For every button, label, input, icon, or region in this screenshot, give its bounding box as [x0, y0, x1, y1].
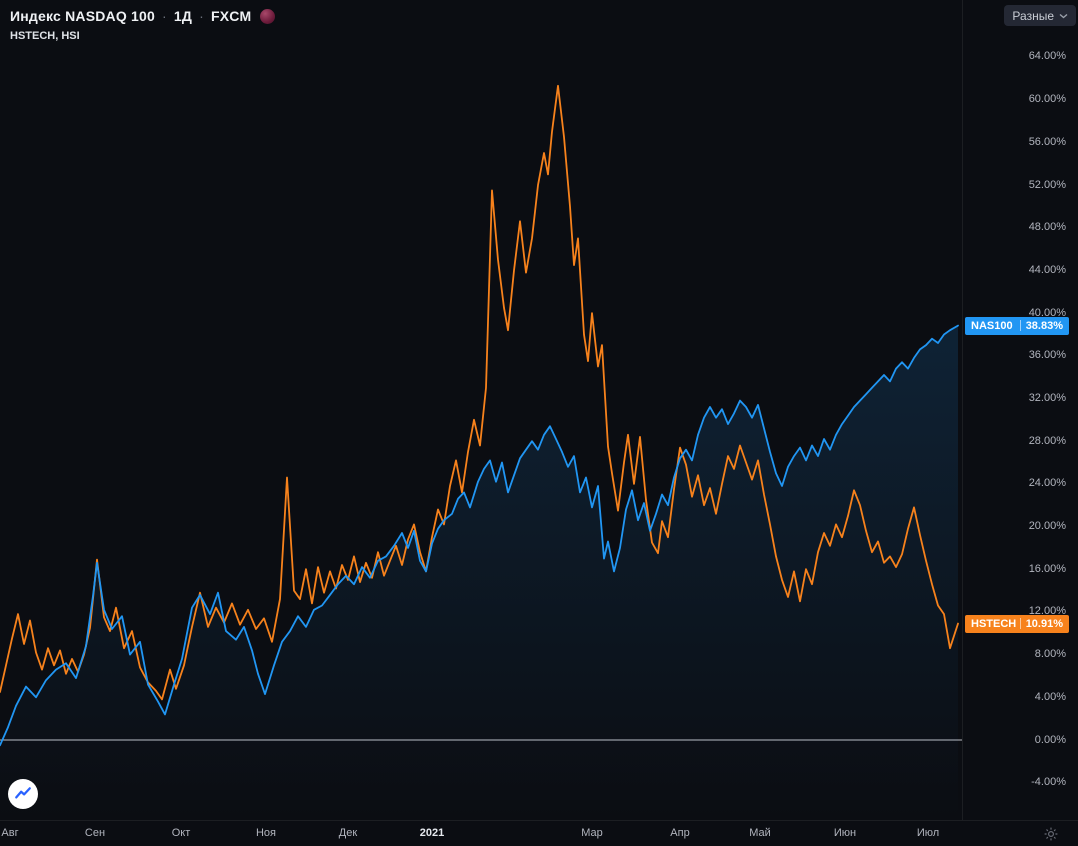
- time-axis-labels: Авг Сен Окт Ноя Дек 2021 Мар Апр Май Июн Июл: [0, 821, 1078, 846]
- price-label-value: 38.83%: [1025, 319, 1063, 332]
- price-axis-label: 0.00%: [1034, 733, 1066, 746]
- price-axis-label: 4.00%: [1034, 690, 1066, 703]
- nas100-line[interactable]: [0, 324, 959, 747]
- price-label-value: 10.91%: [1025, 617, 1063, 630]
- time-axis-label: Мар: [581, 827, 603, 839]
- hstech-price-label: HSTECH 10.91%: [965, 614, 1069, 633]
- price-axis-labels: 64.00% 60.00% 56.00% 52.00% 48.00% 44.00% 40.0…: [963, 0, 1078, 820]
- symbol-title: Индекс NASDAQ 100: [10, 8, 156, 24]
- chart-plot-area[interactable]: Индекс NASDAQ 100 · 1Д · FXCM HSTECH, HS…: [0, 0, 962, 820]
- price-axis-label: 32.00%: [1028, 391, 1066, 404]
- time-axis-label: Сен: [84, 827, 106, 839]
- price-axis[interactable]: Разные 64.00% 60.00% 56.00% 52.00% 48.00% 44.…: [962, 0, 1078, 820]
- price-axis-label: 48.00%: [1028, 221, 1066, 234]
- price-axis-label: 52.00%: [1028, 178, 1066, 191]
- price-axis-label: 36.00%: [1028, 349, 1066, 362]
- time-axis-label: Май: [749, 827, 771, 839]
- nas100-price-label: NAS100 38.83%: [965, 316, 1069, 335]
- legend-separator: ·: [162, 8, 167, 24]
- fxcm-logo-icon: [260, 8, 276, 24]
- time-axis-label: Июл: [916, 827, 940, 839]
- chart-legend: Индекс NASDAQ 100 · 1Д · FXCM HSTECH, HS…: [10, 8, 276, 42]
- price-label-divider: [1019, 618, 1021, 630]
- nas100-area-fill: [0, 325, 958, 820]
- price-label-divider: [1019, 320, 1021, 332]
- time-axis-label: Ноя: [255, 827, 277, 839]
- price-axis-label: 24.00%: [1028, 477, 1066, 490]
- price-label-symbol: NAS100: [971, 319, 1013, 332]
- price-axis-label: 60.00%: [1028, 93, 1066, 106]
- compare-series-legend[interactable]: HSTECH, HSI: [10, 30, 80, 42]
- chevron-down-icon: [1059, 13, 1068, 18]
- date-range-label: Разные: [1012, 8, 1054, 23]
- time-axis[interactable]: Авг Сен Окт Ноя Дек 2021 Мар Апр Май Июн Июл: [0, 820, 1078, 846]
- price-label-symbol: HSTECH: [971, 617, 1017, 630]
- price-axis-label: 16.00%: [1028, 562, 1066, 575]
- exchange-label: FXCM: [210, 8, 252, 24]
- interval-label: 1Д: [173, 8, 193, 24]
- time-axis-label: Авг: [1, 827, 19, 839]
- hstech-line[interactable]: [0, 84, 959, 701]
- mountain-chart-icon: [15, 787, 31, 799]
- time-axis-label: Окт: [171, 827, 191, 839]
- price-axis-label: 8.00%: [1034, 648, 1066, 661]
- date-range-button[interactable]: Разные: [1004, 5, 1076, 26]
- time-axis-label: Апр: [670, 827, 690, 839]
- price-axis-label: -4.00%: [1031, 776, 1066, 789]
- price-chart-canvas[interactable]: [0, 0, 962, 820]
- legend-separator: ·: [199, 8, 204, 24]
- price-axis-label: 40.00%: [1028, 306, 1066, 319]
- time-axis-label: Дек: [338, 827, 358, 839]
- time-axis-label: 2021: [419, 827, 445, 839]
- time-axis-label: Июн: [833, 827, 857, 839]
- price-axis-label: 20.00%: [1028, 520, 1066, 533]
- price-axis-label: 28.00%: [1028, 434, 1066, 447]
- tradingview-logo[interactable]: [8, 779, 38, 809]
- price-axis-label: 44.00%: [1028, 263, 1066, 276]
- last-price-labels: NAS100 38.83% HSTECH 10.91%: [963, 0, 1078, 820]
- price-axis-label: 12.00%: [1028, 605, 1066, 618]
- sun-gear-icon: [1044, 827, 1058, 841]
- price-axis-label: 56.00%: [1028, 135, 1066, 148]
- price-axis-label: 64.00%: [1028, 50, 1066, 63]
- settings-icon[interactable]: [1044, 827, 1058, 841]
- main-series-legend[interactable]: Индекс NASDAQ 100 · 1Д · FXCM: [10, 8, 276, 24]
